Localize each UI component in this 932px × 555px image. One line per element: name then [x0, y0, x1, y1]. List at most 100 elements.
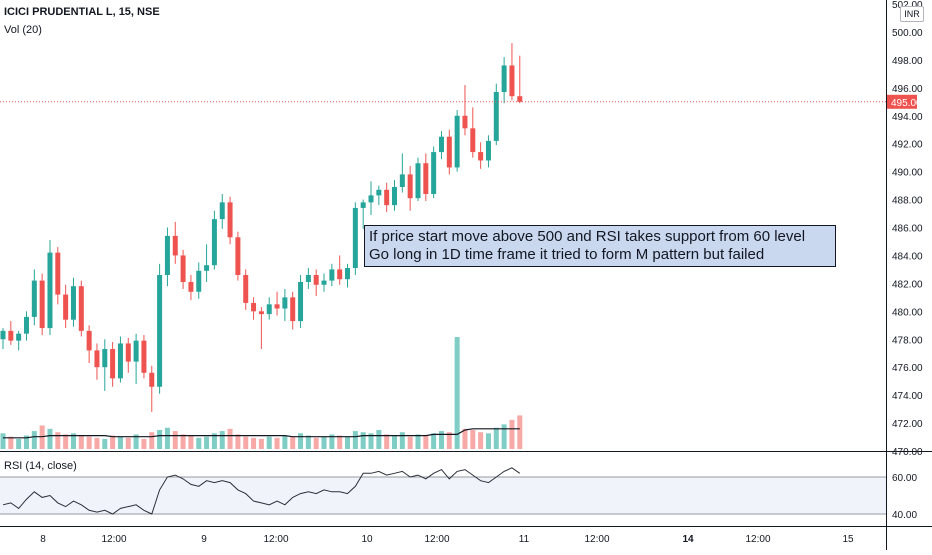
candle-body [149, 372, 155, 387]
candle-body [337, 269, 343, 280]
volume-bar [485, 433, 491, 449]
rsi-label: RSI (14, close) [4, 460, 77, 472]
volume-bar [110, 435, 116, 449]
price-tick-label: 492.00 [892, 140, 923, 151]
volume-bar [0, 433, 6, 449]
price-tick-label: 476.00 [892, 363, 923, 374]
volume-bar [55, 432, 61, 449]
volume-bar [321, 436, 327, 449]
volume-bar [431, 433, 437, 449]
volume-bar [478, 432, 484, 449]
time-tick-label: 12:00 [745, 534, 770, 545]
rsi-tick-label: 40.00 [892, 510, 917, 521]
candle-body [180, 255, 186, 282]
volume-bar [392, 435, 397, 449]
candle-body [188, 281, 194, 292]
rsi-line [2, 467, 521, 515]
volume-bar [368, 433, 374, 449]
volume-bar [423, 435, 429, 449]
volume-bar [462, 428, 468, 449]
candle-body [63, 294, 69, 320]
volume-bar [149, 432, 155, 449]
volume-bar [415, 434, 421, 449]
volume-bar [298, 433, 304, 449]
time-tick-label: 11 [519, 534, 530, 545]
candle-body [321, 280, 327, 285]
volume-bar [94, 437, 100, 449]
volume-bar [501, 424, 507, 449]
volume-bar [329, 434, 335, 449]
candle-body [368, 195, 374, 203]
volume-bar [313, 437, 319, 449]
volume-bar [172, 431, 178, 449]
annotation-line-2: Go long in 1D time frame it tried to for… [369, 246, 765, 263]
price-tick-label: 494.00 [892, 112, 923, 123]
candle-body [415, 163, 421, 199]
volume-bar [337, 435, 343, 449]
volume-bar [70, 433, 76, 449]
price-tick-label: 482.00 [892, 279, 923, 290]
annotation-box[interactable]: If price start move above 500 and RSI ta… [364, 225, 836, 267]
volume-bar [446, 432, 452, 449]
candle-body [157, 274, 163, 387]
candle-body [407, 174, 413, 199]
candle-body [227, 202, 233, 238]
time-tick-label: 12:00 [424, 534, 449, 545]
time-tick-label: 15 [842, 534, 854, 545]
volume-bar [141, 438, 147, 449]
price-tick-label: 486.00 [892, 224, 923, 235]
volume-bar [274, 437, 280, 449]
volume-bar [102, 438, 108, 449]
rsi-pane [0, 467, 886, 515]
volume-bar [125, 437, 131, 449]
volume-bar [196, 437, 202, 449]
candle-body [399, 174, 405, 187]
price-tick-label: 470.00 [892, 447, 923, 458]
volume-bar [251, 437, 257, 449]
candle-body [219, 202, 225, 220]
axes: 495.00 502.00 500.00 498.00 496.00 494.00 492.… [0, 0, 923, 545]
candle-body [211, 219, 217, 266]
volume-bar [31, 431, 37, 449]
candle-body [360, 202, 366, 208]
time-tick-label: 10 [361, 534, 373, 545]
last-price-tag [887, 94, 917, 109]
candle-body [470, 128, 476, 153]
volume-bar [509, 419, 515, 449]
volume-bar [204, 436, 210, 449]
volume-bar [282, 435, 288, 449]
candle-body [258, 311, 264, 315]
price-tick-label: 500.00 [892, 28, 923, 39]
volume-bar [266, 436, 272, 449]
candle-body [392, 186, 397, 206]
candle-body [243, 274, 249, 303]
candle-body [290, 297, 296, 322]
time-tick-label: 9 [201, 534, 207, 545]
candle-body [164, 235, 170, 275]
time-tick-label: 12:00 [584, 534, 609, 545]
candle-body [133, 340, 139, 362]
volume-bar [219, 431, 225, 449]
volume-bar [47, 428, 53, 449]
candle-body [172, 235, 178, 256]
candle-body [16, 333, 22, 341]
candle-body [384, 189, 390, 206]
candle-body [86, 330, 92, 351]
volume-bar [517, 415, 523, 449]
time-tick-label: 12:00 [263, 534, 288, 545]
price-tick-label: 474.00 [892, 391, 923, 402]
currency-badge[interactable]: INR [900, 6, 924, 22]
candle-body [274, 304, 280, 309]
volume-bar [211, 433, 217, 449]
candle-body [141, 340, 147, 373]
candle-body [78, 286, 84, 331]
volume-bar [63, 434, 69, 449]
volume-bar [384, 434, 390, 449]
symbol-title: ICICI PRUDENTIAL L, 15, NSE [4, 6, 160, 18]
volume-bar [399, 432, 405, 449]
candle-body [352, 207, 358, 269]
candle-body [0, 330, 6, 340]
